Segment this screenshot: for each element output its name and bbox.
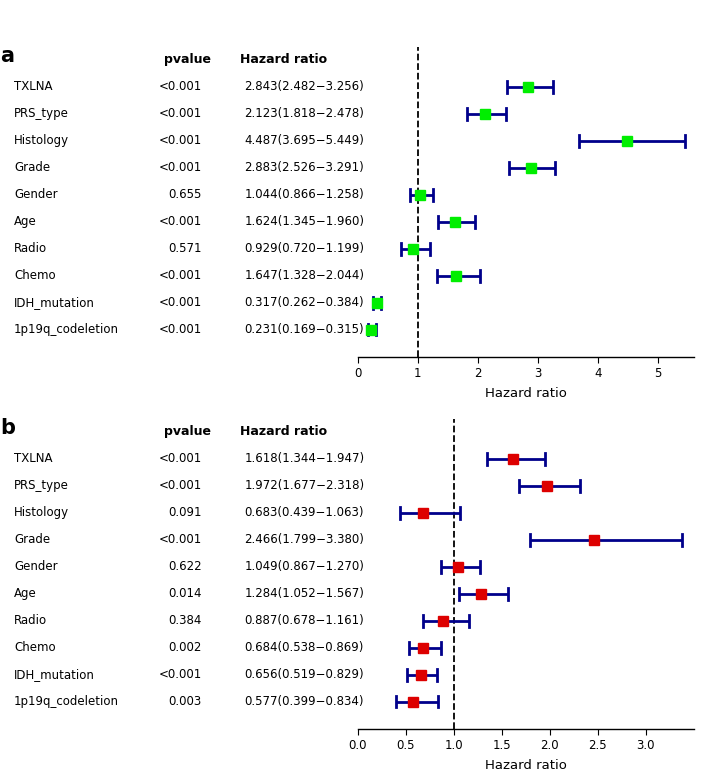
Text: <0.001: <0.001 xyxy=(159,323,202,336)
X-axis label: Hazard ratio: Hazard ratio xyxy=(485,387,566,400)
Text: 1.972(1.677−2.318): 1.972(1.677−2.318) xyxy=(244,480,365,492)
Text: IDH_mutation: IDH_mutation xyxy=(14,296,95,309)
Text: PRS_type: PRS_type xyxy=(14,108,69,120)
Text: Histology: Histology xyxy=(14,134,69,147)
Text: 0.231(0.169−0.315): 0.231(0.169−0.315) xyxy=(244,323,364,336)
Text: 0.384: 0.384 xyxy=(169,614,202,627)
Text: 0.577(0.399−0.834): 0.577(0.399−0.834) xyxy=(244,695,364,708)
X-axis label: Hazard ratio: Hazard ratio xyxy=(485,759,566,772)
Text: 0.683(0.439−1.063): 0.683(0.439−1.063) xyxy=(244,506,364,519)
Text: IDH_mutation: IDH_mutation xyxy=(14,668,95,681)
Text: 2.883(2.526−3.291): 2.883(2.526−3.291) xyxy=(244,161,364,174)
Text: 0.091: 0.091 xyxy=(169,506,202,519)
Text: Radio: Radio xyxy=(14,614,47,627)
Text: 0.014: 0.014 xyxy=(169,587,202,600)
Text: pvalue: pvalue xyxy=(164,425,211,439)
Text: 0.684(0.538−0.869): 0.684(0.538−0.869) xyxy=(244,641,364,654)
Text: 0.571: 0.571 xyxy=(169,242,202,255)
Text: 0.929(0.720−1.199): 0.929(0.720−1.199) xyxy=(244,242,364,255)
Text: 0.622: 0.622 xyxy=(169,560,202,574)
Text: 0.003: 0.003 xyxy=(169,695,202,708)
Text: 1.624(1.345−1.960): 1.624(1.345−1.960) xyxy=(244,215,364,228)
Text: <0.001: <0.001 xyxy=(159,108,202,120)
Text: TXLNA: TXLNA xyxy=(14,81,52,94)
Text: Hazard ratio: Hazard ratio xyxy=(239,53,327,67)
Text: Histology: Histology xyxy=(14,506,69,519)
Text: 1.044(0.866−1.258): 1.044(0.866−1.258) xyxy=(244,188,364,202)
Text: pvalue: pvalue xyxy=(164,53,211,67)
Text: 1.618(1.344−1.947): 1.618(1.344−1.947) xyxy=(244,453,365,466)
Text: PRS_type: PRS_type xyxy=(14,480,69,492)
Text: <0.001: <0.001 xyxy=(159,215,202,228)
Text: <0.001: <0.001 xyxy=(159,296,202,309)
Text: <0.001: <0.001 xyxy=(159,269,202,282)
Text: b: b xyxy=(0,418,15,439)
Text: <0.001: <0.001 xyxy=(159,453,202,466)
Text: 1p19q_codeletion: 1p19q_codeletion xyxy=(14,695,119,708)
Text: Age: Age xyxy=(14,587,37,600)
Text: <0.001: <0.001 xyxy=(159,668,202,681)
Text: a: a xyxy=(0,46,14,67)
Text: 0.655: 0.655 xyxy=(169,188,202,202)
Text: 1.049(0.867−1.270): 1.049(0.867−1.270) xyxy=(244,560,364,574)
Text: 1p19q_codeletion: 1p19q_codeletion xyxy=(14,323,119,336)
Text: Age: Age xyxy=(14,215,37,228)
Text: <0.001: <0.001 xyxy=(159,134,202,147)
Text: Gender: Gender xyxy=(14,560,58,574)
Text: <0.001: <0.001 xyxy=(159,161,202,174)
Text: 0.317(0.262−0.384): 0.317(0.262−0.384) xyxy=(244,296,364,309)
Text: TXLNA: TXLNA xyxy=(14,453,52,466)
Text: 2.466(1.799−3.380): 2.466(1.799−3.380) xyxy=(244,533,364,546)
Text: 0.002: 0.002 xyxy=(169,641,202,654)
Text: 4.487(3.695−5.449): 4.487(3.695−5.449) xyxy=(244,134,364,147)
Text: <0.001: <0.001 xyxy=(159,480,202,492)
Text: Grade: Grade xyxy=(14,533,50,546)
Text: 1.647(1.328−2.044): 1.647(1.328−2.044) xyxy=(244,269,364,282)
Text: Chemo: Chemo xyxy=(14,641,56,654)
Text: <0.001: <0.001 xyxy=(159,81,202,94)
Text: 2.123(1.818−2.478): 2.123(1.818−2.478) xyxy=(244,108,364,120)
Text: Radio: Radio xyxy=(14,242,47,255)
Text: Chemo: Chemo xyxy=(14,269,56,282)
Text: 0.887(0.678−1.161): 0.887(0.678−1.161) xyxy=(244,614,364,627)
Text: <0.001: <0.001 xyxy=(159,533,202,546)
Text: 1.284(1.052−1.567): 1.284(1.052−1.567) xyxy=(244,587,364,600)
Text: Hazard ratio: Hazard ratio xyxy=(239,425,327,439)
Text: Gender: Gender xyxy=(14,188,58,202)
Text: Grade: Grade xyxy=(14,161,50,174)
Text: 2.843(2.482−3.256): 2.843(2.482−3.256) xyxy=(244,81,364,94)
Text: 0.656(0.519−0.829): 0.656(0.519−0.829) xyxy=(244,668,364,681)
